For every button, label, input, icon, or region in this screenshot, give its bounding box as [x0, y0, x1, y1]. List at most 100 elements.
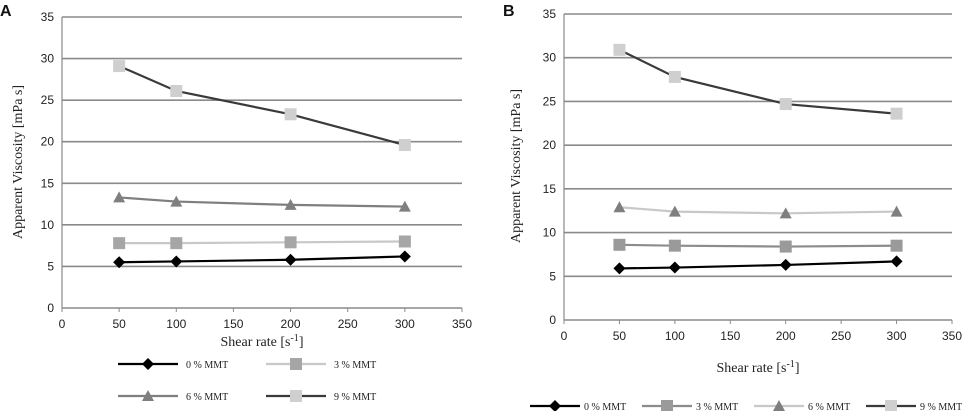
- data-point-1-2: [668, 261, 681, 274]
- x-tick-label-150: 150: [223, 317, 243, 331]
- legend-item-1: 0 % MMT: [530, 400, 626, 411]
- data-point-1-1: [113, 256, 126, 269]
- x-tick-label-300: 300: [887, 329, 907, 343]
- y-tick-label-35: 35: [543, 7, 557, 21]
- data-point-2-4: [398, 235, 411, 248]
- series-4: [113, 60, 411, 152]
- legend-item-1: 0 % MMT: [118, 358, 228, 371]
- data-point-2-3: [284, 236, 297, 249]
- y-tick-label-5: 5: [47, 259, 54, 273]
- y-axis-title: Apparent Viscosity [mPa s]: [509, 89, 524, 243]
- y-tick-label-10: 10: [41, 218, 55, 232]
- x-tick-label-150: 150: [720, 329, 740, 343]
- legend-label: 6 % MMT: [808, 402, 850, 411]
- legend-marker: [290, 390, 302, 402]
- y-tick-label-25: 25: [41, 93, 55, 107]
- y-tick-label-30: 30: [41, 52, 55, 66]
- series-line-2: [619, 243, 897, 248]
- series-2: [113, 235, 411, 250]
- legend-item-3: 6 % MMT: [118, 390, 228, 403]
- y-tick-label-15: 15: [543, 182, 557, 196]
- x-tick-label-300: 300: [395, 317, 415, 331]
- data-point-3-2: [170, 195, 183, 207]
- data-point-4-1: [113, 60, 126, 73]
- legend-label: 3 % MMT: [696, 402, 738, 411]
- legend-label: 3 % MMT: [334, 360, 376, 371]
- legend-item-4: 9 % MMT: [266, 390, 376, 403]
- series-line-3: [119, 196, 405, 208]
- series-line-4: [118, 65, 406, 147]
- series-line-2: [119, 240, 405, 245]
- data-point-1-1: [613, 262, 626, 275]
- x-tick-label-0: 0: [561, 329, 568, 343]
- data-point-2-2: [668, 239, 681, 252]
- data-point-4-2: [668, 70, 681, 83]
- panel-label-a: A: [0, 3, 12, 20]
- x-tick-label-250: 250: [831, 329, 851, 343]
- x-tick-label-50: 50: [112, 317, 126, 331]
- legend-marker: [549, 400, 561, 411]
- data-point-1-4: [890, 255, 903, 268]
- y-axis-title: Apparent Viscosity [mPa s]: [11, 85, 26, 239]
- x-tick-label-0: 0: [59, 317, 66, 331]
- data-point-3-4: [890, 205, 903, 217]
- legend-label: 0 % MMT: [584, 402, 626, 411]
- data-point-4-3: [284, 108, 297, 121]
- data-point-3-2: [668, 205, 681, 217]
- y-tick-label-35: 35: [41, 10, 55, 24]
- data-point-4-1: [613, 43, 626, 56]
- x-tick-label-200: 200: [281, 317, 301, 331]
- x-tick-label-200: 200: [776, 329, 796, 343]
- series-line-1: [619, 260, 897, 270]
- data-point-2-1: [613, 238, 626, 251]
- legend-item-2: 3 % MMT: [266, 358, 376, 371]
- legend-marker: [773, 400, 785, 411]
- y-tick-label-15: 15: [41, 176, 55, 190]
- x-tick-label-350: 350: [452, 317, 472, 331]
- series-2: [613, 238, 903, 253]
- y-tick-label-20: 20: [41, 135, 55, 149]
- data-point-2-2: [170, 237, 183, 250]
- y-tick-label-10: 10: [543, 226, 557, 240]
- x-axis-title: Shear rate [s-1]: [717, 359, 800, 376]
- data-point-2-1: [113, 237, 126, 250]
- data-point-4-4: [890, 107, 903, 120]
- data-point-4-4: [398, 139, 411, 152]
- legend-marker: [885, 400, 897, 411]
- x-tick-label-50: 50: [613, 329, 627, 343]
- series-line-4: [618, 48, 897, 115]
- legend-item-2: 3 % MMT: [642, 400, 738, 411]
- data-point-4-3: [779, 98, 792, 111]
- y-tick-label-5: 5: [549, 269, 556, 283]
- data-point-1-2: [170, 255, 183, 268]
- data-point-4-2: [170, 84, 183, 97]
- series-line-1: [119, 255, 405, 264]
- data-point-3-1: [113, 191, 126, 203]
- legend-label: 9 % MMT: [920, 402, 962, 411]
- legend-item-3: 6 % MMT: [754, 400, 850, 411]
- series-line-3: [619, 206, 897, 215]
- data-point-1-3: [779, 258, 792, 271]
- series-3: [613, 201, 903, 219]
- x-tick-label-250: 250: [338, 317, 358, 331]
- x-axis-title: Shear rate [s-1]: [221, 333, 304, 350]
- legend-label: 6 % MMT: [186, 392, 228, 403]
- y-tick-label-30: 30: [543, 51, 557, 65]
- data-point-3-3: [779, 207, 792, 219]
- x-tick-label-350: 350: [942, 329, 962, 343]
- legend-item-4: 9 % MMT: [866, 400, 962, 411]
- x-tick-label-100: 100: [665, 329, 685, 343]
- data-point-1-3: [284, 253, 297, 266]
- data-point-3-1: [613, 201, 626, 213]
- legend-label: 9 % MMT: [334, 392, 376, 403]
- legend-marker: [142, 358, 154, 370]
- y-tick-label-25: 25: [543, 94, 557, 108]
- series-4: [613, 43, 903, 120]
- legend-marker: [142, 390, 154, 401]
- y-tick-label-0: 0: [47, 301, 54, 315]
- y-tick-label-0: 0: [549, 313, 556, 327]
- y-tick-label-20: 20: [543, 138, 557, 152]
